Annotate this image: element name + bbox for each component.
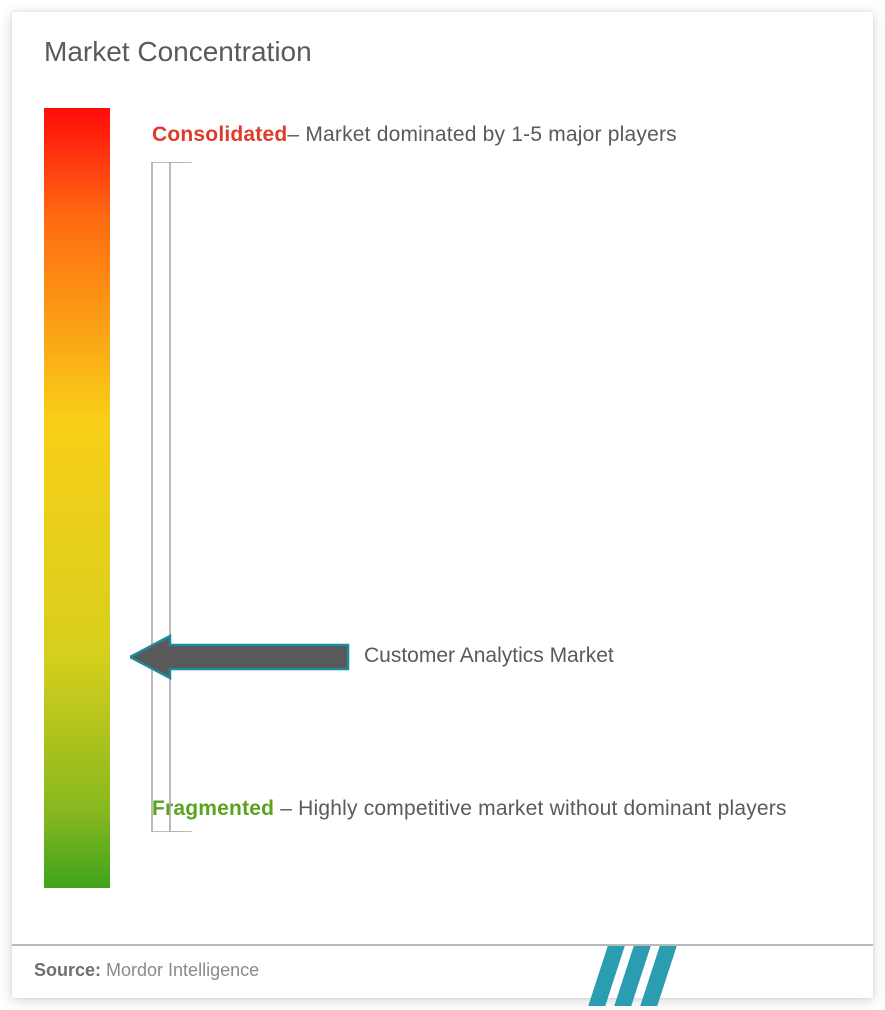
consolidated-keyword: Consolidated: [152, 123, 287, 146]
bracket-outer: [152, 162, 182, 832]
fragmented-keyword: Fragmented: [152, 797, 274, 820]
footer: Source: Mordor Intelligence: [12, 944, 873, 998]
source-text: Source: Mordor Intelligence: [34, 960, 259, 981]
fragmented-label: Fragmented – Highly competitive market w…: [152, 784, 832, 834]
consolidated-desc: – Market dominated by 1-5 major players: [287, 123, 676, 146]
indicator-label: Customer Analytics Market: [364, 644, 614, 668]
brand-logo: [598, 946, 693, 1006]
bracket-inner: [170, 162, 192, 832]
consolidated-label: Consolidated– Market dominated by 1-5 ma…: [152, 110, 832, 160]
fragmented-desc: – Highly competitive market without domi…: [274, 797, 787, 820]
range-bracket: [142, 162, 202, 832]
main-title: Market Concentration: [44, 36, 312, 68]
concentration-gradient-bar: [44, 108, 110, 888]
source-label: Source:: [34, 960, 101, 980]
card: Market Concentration Consolidated– Marke…: [12, 12, 873, 998]
arrow-shape: [130, 636, 348, 678]
indicator-arrow: [130, 634, 350, 680]
source-value: Mordor Intelligence: [101, 960, 259, 980]
